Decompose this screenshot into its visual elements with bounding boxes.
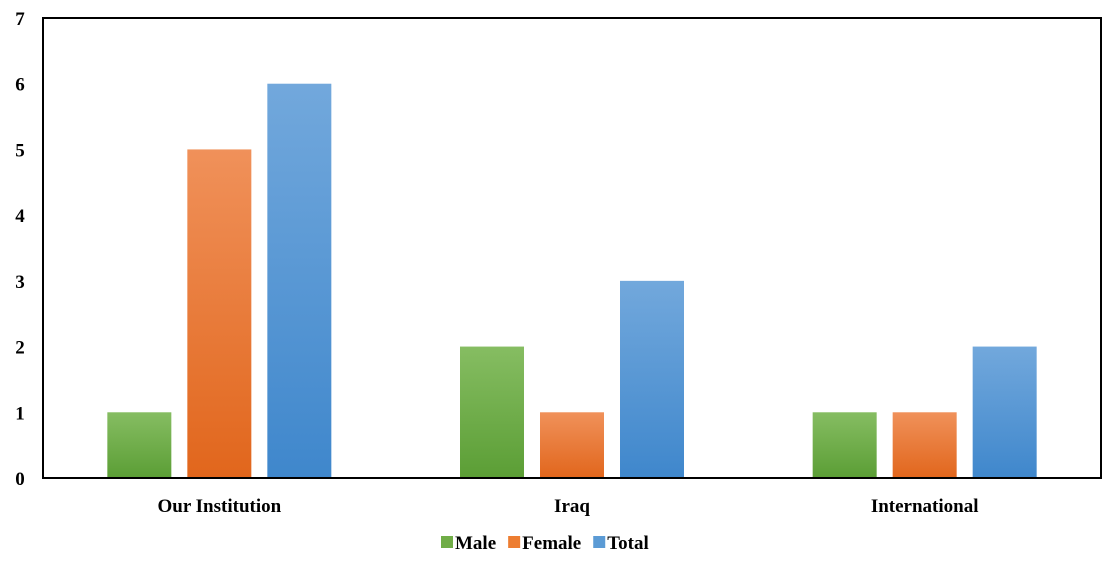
bar-male-1 bbox=[107, 412, 172, 478]
legend-swatch-female bbox=[508, 536, 521, 548]
bar-female-2 bbox=[540, 412, 604, 478]
y-tick-label: 0 bbox=[15, 469, 25, 490]
x-category-label: International bbox=[871, 496, 979, 517]
bar-female-1 bbox=[187, 149, 252, 478]
legend-swatch-total bbox=[593, 536, 606, 548]
bar-total-2 bbox=[620, 280, 684, 478]
y-axis: 0 1 2 3 4 5 6 7 bbox=[15, 9, 25, 490]
legend: Male Female Total bbox=[441, 533, 649, 554]
legend-label-total: Total bbox=[607, 533, 649, 554]
bar-female-3 bbox=[892, 412, 957, 478]
x-axis: Our Institution Iraq International bbox=[157, 496, 978, 517]
legend-label-male: Male bbox=[455, 533, 496, 554]
bar-male-2 bbox=[460, 346, 524, 478]
y-tick-label: 2 bbox=[15, 338, 25, 359]
legend-label-female: Female bbox=[522, 533, 581, 554]
bar-male-3 bbox=[812, 412, 877, 478]
legend-swatch-male bbox=[441, 536, 453, 548]
y-tick-label: 4 bbox=[15, 206, 25, 227]
x-category-label: Our Institution bbox=[157, 496, 281, 517]
bar-total-1 bbox=[267, 83, 332, 478]
y-tick-label: 3 bbox=[15, 272, 25, 293]
bar-total-3 bbox=[972, 346, 1037, 478]
y-tick-label: 1 bbox=[15, 403, 25, 424]
x-category-label: Iraq bbox=[554, 496, 590, 517]
bars-group bbox=[43, 83, 1101, 479]
y-tick-label: 6 bbox=[15, 75, 25, 96]
y-tick-label: 5 bbox=[15, 140, 25, 161]
y-tick-label: 7 bbox=[15, 9, 25, 30]
